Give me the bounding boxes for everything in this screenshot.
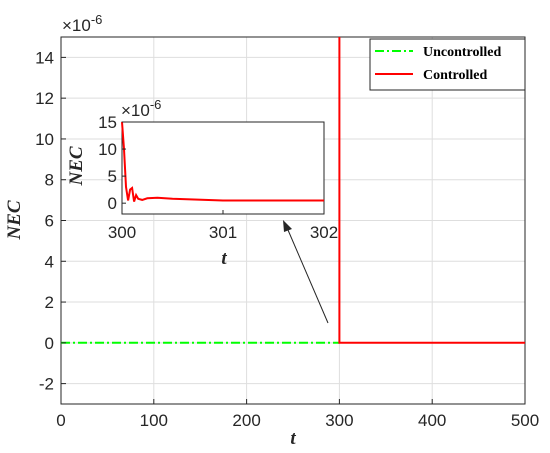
main-y-tick-label: -2: [39, 375, 54, 394]
main-series-layer: [61, 37, 525, 344]
zoom-arrow-shaft: [287, 229, 329, 324]
main-y-tick-label: 6: [45, 212, 54, 231]
series-line-controlled: [338, 37, 525, 344]
inset-y-tick-label: 0: [108, 194, 117, 213]
inset-x-axis-label: t: [221, 248, 227, 269]
inset-y-axis-label: NEC: [66, 146, 87, 186]
inset-x-tick-label: 300: [108, 223, 136, 242]
inset-ticks: 300 301 302 0 5 10 15: [98, 113, 338, 242]
main-y-tick-label: 14: [35, 48, 54, 67]
inset-y-tick-label: 5: [108, 167, 117, 186]
legend: Uncontrolled Controlled: [369, 38, 526, 91]
main-x-tick-label: 300: [325, 411, 353, 430]
main-grid: [61, 37, 525, 404]
legend-label-controlled: Controlled: [423, 68, 488, 83]
legend-box: [369, 38, 526, 91]
main-x-tick-label: 400: [418, 411, 446, 430]
main-y-tick-label: 8: [45, 171, 54, 190]
main-y-tick-label: 12: [35, 89, 54, 108]
main-x-axis-label: t: [290, 428, 296, 449]
inset-y-tick-label: 10: [98, 140, 117, 159]
legend-label-uncontrolled: Uncontrolled: [423, 45, 502, 60]
inset-y-exponent: ×10-6: [121, 97, 161, 120]
main-y-tick-label: 10: [35, 130, 54, 149]
zoom-arrow-head: [283, 220, 292, 232]
inset-series-line-controlled: [121, 121, 324, 202]
inset-series-layer: [121, 121, 324, 202]
inset-x-tick-label: 302: [310, 223, 338, 242]
main-x-tick-label: 500: [511, 411, 539, 430]
main-x-tick-label: 100: [140, 411, 168, 430]
main-x-tick-label: 200: [232, 411, 260, 430]
main-x-tick-label: 0: [56, 411, 65, 430]
main-y-tick-label: 0: [45, 334, 54, 353]
inset-y-tick-label: 15: [98, 113, 117, 132]
inset-x-tick-label: 301: [209, 223, 237, 242]
main-y-tick-label: 2: [45, 293, 54, 312]
zoom-arrow: [283, 220, 329, 324]
main-y-tick-label: 4: [45, 252, 54, 271]
main-y-exponent: ×10-6: [62, 12, 102, 35]
main-y-axis-label: NEC: [4, 200, 25, 240]
